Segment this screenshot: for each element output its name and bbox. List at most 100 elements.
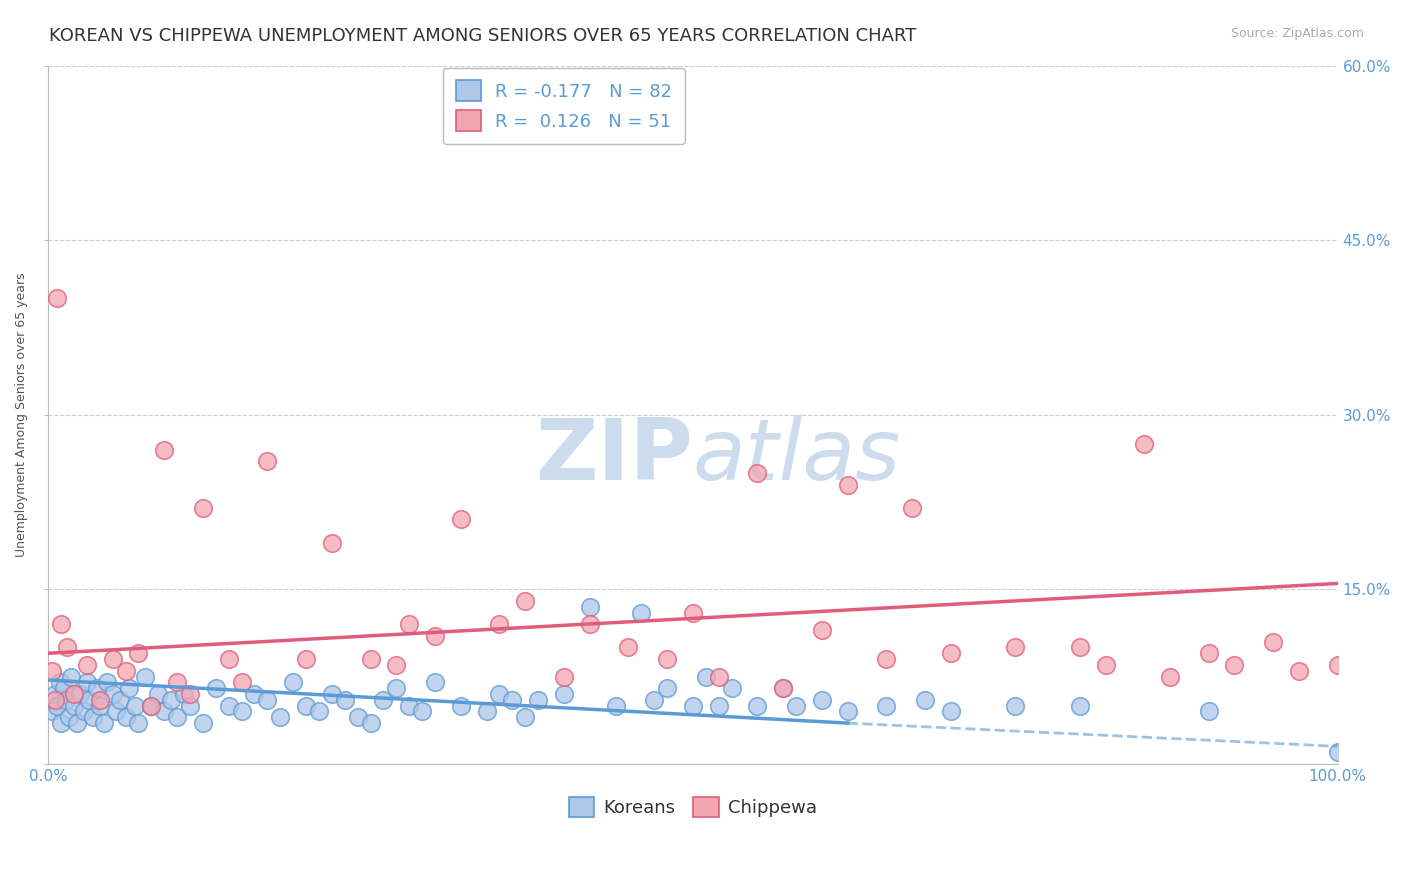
Point	[875, 652, 897, 666]
Point	[785, 698, 807, 713]
Point	[295, 698, 318, 713]
Point	[118, 681, 141, 696]
Point	[48, 675, 70, 690]
Point	[914, 693, 936, 707]
Point	[256, 454, 278, 468]
Point	[515, 710, 537, 724]
Point	[153, 442, 176, 457]
Point	[105, 705, 128, 719]
Point	[1069, 640, 1091, 655]
Point	[69, 687, 91, 701]
Point	[1069, 698, 1091, 713]
Point	[1223, 657, 1246, 672]
Point	[141, 698, 163, 713]
Point	[124, 698, 146, 713]
Point	[875, 698, 897, 713]
Point	[89, 698, 111, 713]
Text: KOREAN VS CHIPPEWA UNEMPLOYMENT AMONG SENIORS OVER 65 YEARS CORRELATION CHART: KOREAN VS CHIPPEWA UNEMPLOYMENT AMONG SE…	[49, 27, 917, 45]
Point	[373, 693, 395, 707]
Point	[360, 716, 382, 731]
Point	[63, 698, 86, 713]
Point	[56, 640, 79, 655]
Point	[1004, 698, 1026, 713]
Point	[44, 687, 66, 701]
Point	[114, 664, 136, 678]
Point	[86, 681, 108, 696]
Point	[134, 669, 156, 683]
Point	[204, 681, 226, 696]
Point	[46, 291, 69, 305]
Point	[655, 681, 678, 696]
Point	[837, 477, 859, 491]
Point	[101, 652, 124, 666]
Point	[243, 687, 266, 701]
Point	[939, 705, 962, 719]
Point	[166, 710, 188, 724]
Point	[321, 687, 343, 701]
Point	[707, 669, 730, 683]
Point	[630, 606, 652, 620]
Point	[231, 675, 253, 690]
Legend: Koreans, Chippewa: Koreans, Chippewa	[562, 789, 824, 824]
Point	[488, 617, 510, 632]
Y-axis label: Unemployment Among Seniors over 65 years: Unemployment Among Seniors over 65 years	[15, 272, 28, 557]
Point	[617, 640, 640, 655]
Point	[1326, 745, 1348, 759]
Point	[96, 675, 118, 690]
Point	[605, 698, 627, 713]
Point	[1326, 657, 1348, 672]
Point	[141, 698, 163, 713]
Point	[501, 693, 523, 707]
Point	[159, 693, 181, 707]
Point	[1094, 657, 1116, 672]
Point	[527, 693, 550, 707]
Point	[63, 687, 86, 701]
Point	[1198, 705, 1220, 719]
Point	[682, 606, 704, 620]
Point	[578, 617, 600, 632]
Point	[1004, 640, 1026, 655]
Point	[515, 594, 537, 608]
Point	[173, 687, 195, 701]
Point	[475, 705, 498, 719]
Point	[398, 698, 420, 713]
Point	[52, 681, 75, 696]
Point	[93, 716, 115, 731]
Point	[811, 693, 834, 707]
Point	[82, 710, 104, 724]
Point	[89, 693, 111, 707]
Point	[398, 617, 420, 632]
Text: ZIP: ZIP	[536, 415, 693, 498]
Point	[76, 657, 98, 672]
Point	[60, 669, 83, 683]
Point	[450, 698, 472, 713]
Point	[450, 512, 472, 526]
Point	[695, 669, 717, 683]
Point	[127, 716, 149, 731]
Point	[110, 693, 132, 707]
Point	[65, 716, 87, 731]
Point	[308, 705, 330, 719]
Point	[79, 693, 101, 707]
Point	[1198, 646, 1220, 660]
Point	[385, 681, 408, 696]
Point	[643, 693, 665, 707]
Point	[281, 675, 304, 690]
Point	[321, 535, 343, 549]
Point	[333, 693, 356, 707]
Point	[73, 705, 96, 719]
Point	[76, 675, 98, 690]
Point	[707, 698, 730, 713]
Point	[360, 652, 382, 666]
Text: atlas: atlas	[693, 415, 901, 498]
Point	[218, 698, 240, 713]
Point	[191, 500, 214, 515]
Point	[901, 500, 924, 515]
Point	[153, 705, 176, 719]
Point	[101, 687, 124, 701]
Point	[127, 646, 149, 660]
Point	[772, 681, 794, 696]
Point	[44, 693, 66, 707]
Point	[49, 716, 72, 731]
Point	[41, 664, 63, 678]
